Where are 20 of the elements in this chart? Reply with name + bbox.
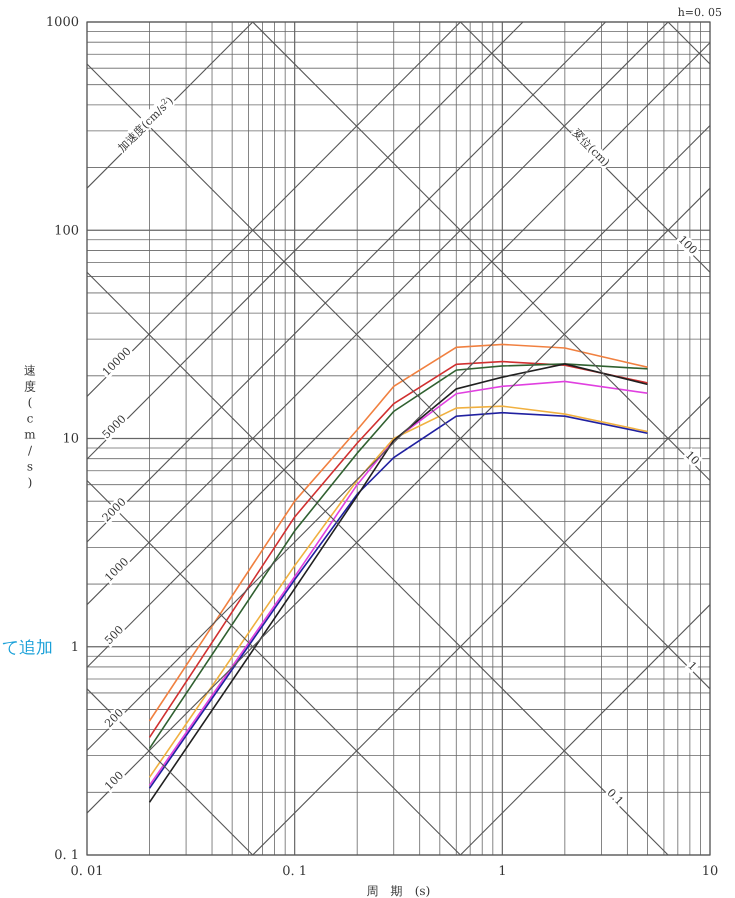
annotation: 10: [682, 448, 702, 468]
annotation: 0.1: [604, 786, 626, 808]
y-axis-title: 速度(cm/s): [24, 364, 36, 490]
x-tick-label: 0. 01: [70, 864, 104, 879]
y-tick-label: 1000: [46, 15, 79, 30]
annotation: 500: [102, 623, 126, 648]
y-tick-label: 10: [62, 432, 79, 446]
x-tick-label: 10: [702, 864, 718, 879]
x-tick-label: 0. 1: [282, 864, 308, 879]
x-axis-title: 周 期 (s): [366, 884, 430, 898]
text: て追加: [2, 638, 53, 658]
y-tick-label: 100: [54, 223, 79, 238]
annotation: 200: [102, 706, 126, 730]
annotation: 1: [685, 659, 700, 674]
y-tick-label: 1: [70, 640, 79, 655]
annotation: 100: [676, 232, 700, 257]
text: h=0. 05: [678, 6, 722, 19]
y-tick-label: 0. 1: [54, 848, 79, 863]
x-tick-label: 1: [498, 864, 506, 879]
annotation: 100: [102, 768, 126, 793]
